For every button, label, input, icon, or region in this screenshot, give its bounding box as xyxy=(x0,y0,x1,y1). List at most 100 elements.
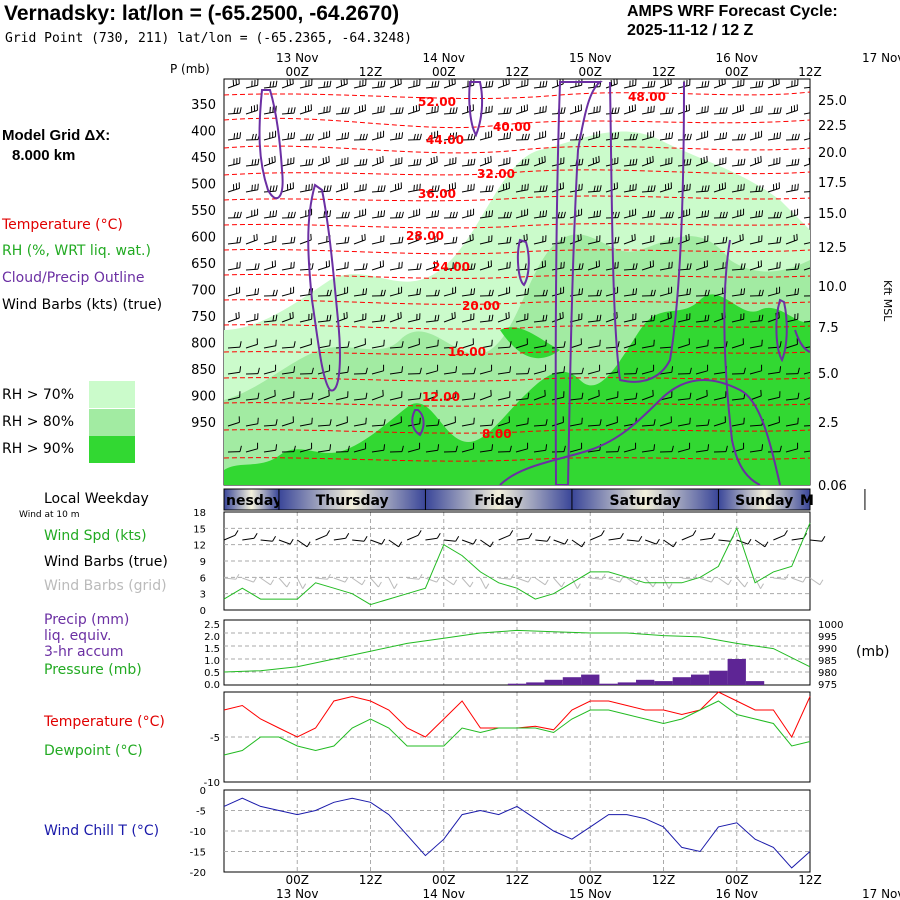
wind-barb-staff xyxy=(479,265,492,271)
wind-barb-flag xyxy=(581,367,584,374)
wind-barb-flag xyxy=(308,133,311,140)
precip-bar xyxy=(507,683,527,685)
wind-barb-flag xyxy=(473,392,476,399)
wind-barb-flag xyxy=(581,288,584,295)
wind-barb-flag xyxy=(791,133,794,140)
temp-contour xyxy=(224,248,810,255)
wind-barb-staff xyxy=(227,346,241,349)
wind-barb-true xyxy=(425,532,441,541)
wind-barb-flag xyxy=(347,366,350,373)
wind-barb-staff xyxy=(587,424,601,427)
wind-barb-staff xyxy=(659,292,672,297)
wind-barb-staff xyxy=(803,425,810,427)
wind-barb xyxy=(371,260,384,271)
wind-barb xyxy=(479,185,494,193)
wind-barb-staff xyxy=(767,371,780,375)
wind-barb xyxy=(749,185,764,193)
temperature-contour-label: 48.00 xyxy=(628,90,666,104)
wind-barb xyxy=(605,132,620,141)
wind-barb xyxy=(533,339,547,349)
wind-barb xyxy=(497,366,512,375)
wind-barb-flag xyxy=(345,532,350,539)
top-date-label: 13 Nov xyxy=(276,51,319,65)
wind-barb-staff xyxy=(587,449,600,453)
wind-barb-flag xyxy=(453,579,458,586)
temperature-contour-label: 12.00 xyxy=(422,390,460,404)
wind-barb-staff xyxy=(533,265,546,271)
wind-barb-flag xyxy=(596,315,599,322)
wind-barb-grid xyxy=(296,577,307,589)
wind-barb-staff xyxy=(785,343,798,349)
wind-barb-staff xyxy=(535,539,548,542)
wind-barb xyxy=(497,391,511,401)
wind-barb xyxy=(317,80,332,89)
dewpoint-line xyxy=(223,700,811,756)
wind-barb-staff xyxy=(809,539,822,542)
wind-barb xyxy=(803,242,810,245)
temp-contour xyxy=(224,457,810,462)
wind-barb-flag xyxy=(381,538,386,545)
wind-barb xyxy=(659,157,673,167)
bottom-date-label: 15 Nov xyxy=(569,887,612,900)
wind-barb-flag xyxy=(740,288,743,295)
wind-barb-flag xyxy=(740,159,743,166)
wind-barb-staff xyxy=(461,577,471,588)
wind-barb-flag xyxy=(704,210,707,217)
wind-barb-flag xyxy=(286,581,291,588)
weekday-label: Friday xyxy=(474,493,523,509)
wind-barb-true xyxy=(278,538,294,545)
wind-barb xyxy=(425,444,440,453)
precip-bar xyxy=(526,682,545,685)
wind-barb xyxy=(731,338,744,349)
cross-section-wind-barbs xyxy=(227,79,810,453)
wind-barb-flag xyxy=(275,289,278,296)
wind-barb xyxy=(335,157,349,167)
wind-barb-staff xyxy=(407,423,420,427)
wind-barb xyxy=(371,314,386,323)
pressure-line xyxy=(223,629,811,673)
cloud-outline xyxy=(411,409,425,437)
wind-barb-flag xyxy=(647,211,650,218)
wind-barb-flag xyxy=(254,133,257,140)
wind-barb-staff xyxy=(731,293,744,297)
wind-barb-flag xyxy=(545,80,548,87)
wind-barb xyxy=(425,210,440,219)
wind-barb xyxy=(443,341,458,349)
wind-barb-staff xyxy=(695,449,708,453)
wind-barb-staff xyxy=(736,539,749,545)
wind-barb-flag xyxy=(377,581,382,588)
wind-barb-true xyxy=(443,535,460,542)
wind-barb xyxy=(263,339,277,349)
wind-barb xyxy=(335,416,348,427)
wind-barb-grid xyxy=(443,577,458,586)
wind-barb xyxy=(263,80,278,89)
wind-barb xyxy=(371,185,386,193)
wind-barb xyxy=(371,364,385,375)
wind-barb-flag xyxy=(347,341,350,348)
wind-barb-flag xyxy=(506,107,509,114)
precip-y-ticks: 2.52.01.51.00.50.0 xyxy=(204,620,220,691)
wind-barb-flag xyxy=(635,288,638,295)
wind-barb xyxy=(227,311,240,323)
wind-barb xyxy=(551,261,565,271)
wind-barb-flag xyxy=(704,185,707,192)
wind-barb-flag xyxy=(416,159,419,166)
wind-barb-flag xyxy=(509,530,514,536)
wind-barb xyxy=(659,132,674,141)
wind-barb-staff xyxy=(263,395,276,401)
wind-barb xyxy=(281,445,296,453)
wind-barb xyxy=(641,289,656,297)
wind-barb-flag xyxy=(509,341,512,348)
wind-barb-grid xyxy=(407,573,423,580)
wind-barb-flag xyxy=(725,211,728,218)
wind-barb-staff xyxy=(659,346,673,349)
wind-barb-staff xyxy=(803,450,810,453)
wind-barb xyxy=(245,313,259,323)
wind-barb xyxy=(299,442,313,453)
wind-barb xyxy=(785,313,799,323)
wind-barb xyxy=(245,208,259,219)
wind-barb-staff xyxy=(713,292,726,297)
wind-barb xyxy=(713,236,728,245)
wind-barb xyxy=(425,389,438,401)
